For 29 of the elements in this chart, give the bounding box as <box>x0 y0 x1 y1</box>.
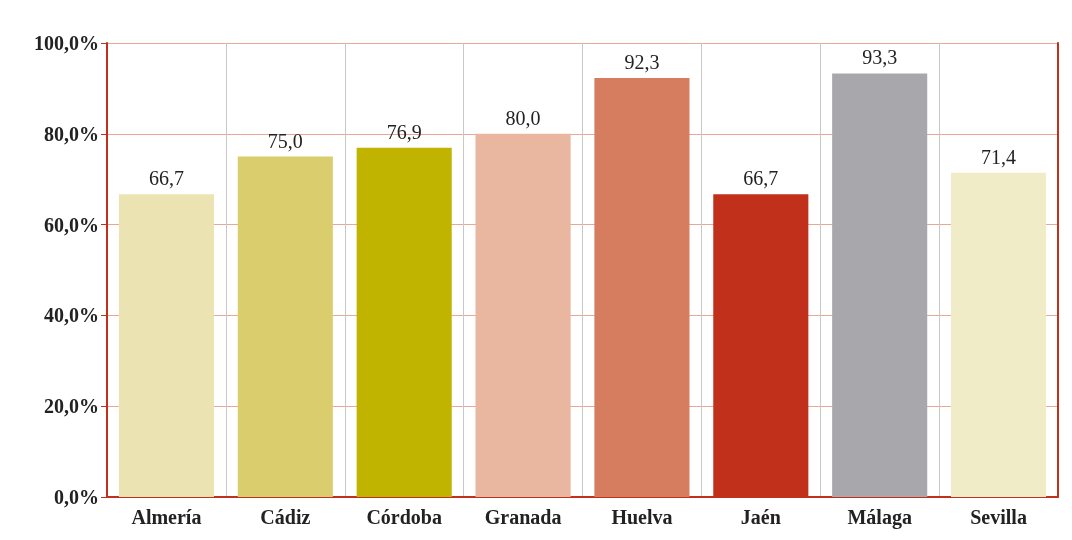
x-tick-label: Jaén <box>740 506 781 528</box>
x-tick-label: Málaga <box>847 506 912 529</box>
data-label: 66,7 <box>148 167 184 190</box>
bar <box>951 172 1047 497</box>
x-tick-label: Córdoba <box>366 506 442 528</box>
data-label: 92,3 <box>624 50 660 73</box>
y-tick-label: 20,0% <box>44 395 99 418</box>
x-tick-label: Granada <box>484 506 562 528</box>
x-tick-label: Almería <box>131 506 202 528</box>
bar <box>356 147 452 497</box>
x-tick-label: Huelva <box>611 506 673 528</box>
bar <box>118 194 214 497</box>
data-label: 93,3 <box>862 46 898 69</box>
bar <box>237 156 333 497</box>
x-tick-label: Sevilla <box>970 506 1027 528</box>
x-tick-label: Cádiz <box>260 506 311 528</box>
y-tick-label: 60,0% <box>44 213 99 236</box>
data-label: 66,7 <box>743 167 779 190</box>
bar <box>594 77 690 497</box>
y-tick-label: 100,0% <box>34 32 99 54</box>
bar <box>832 73 928 497</box>
y-tick-label: 0,0% <box>54 486 99 508</box>
y-tick-label: 80,0% <box>44 122 99 145</box>
data-label: 71,4 <box>981 145 1017 168</box>
data-label: 76,9 <box>386 120 422 143</box>
y-tick-label: 40,0% <box>44 304 99 327</box>
bar <box>475 133 571 497</box>
data-label: 75,0 <box>267 129 303 152</box>
data-label: 80,0 <box>505 106 541 129</box>
